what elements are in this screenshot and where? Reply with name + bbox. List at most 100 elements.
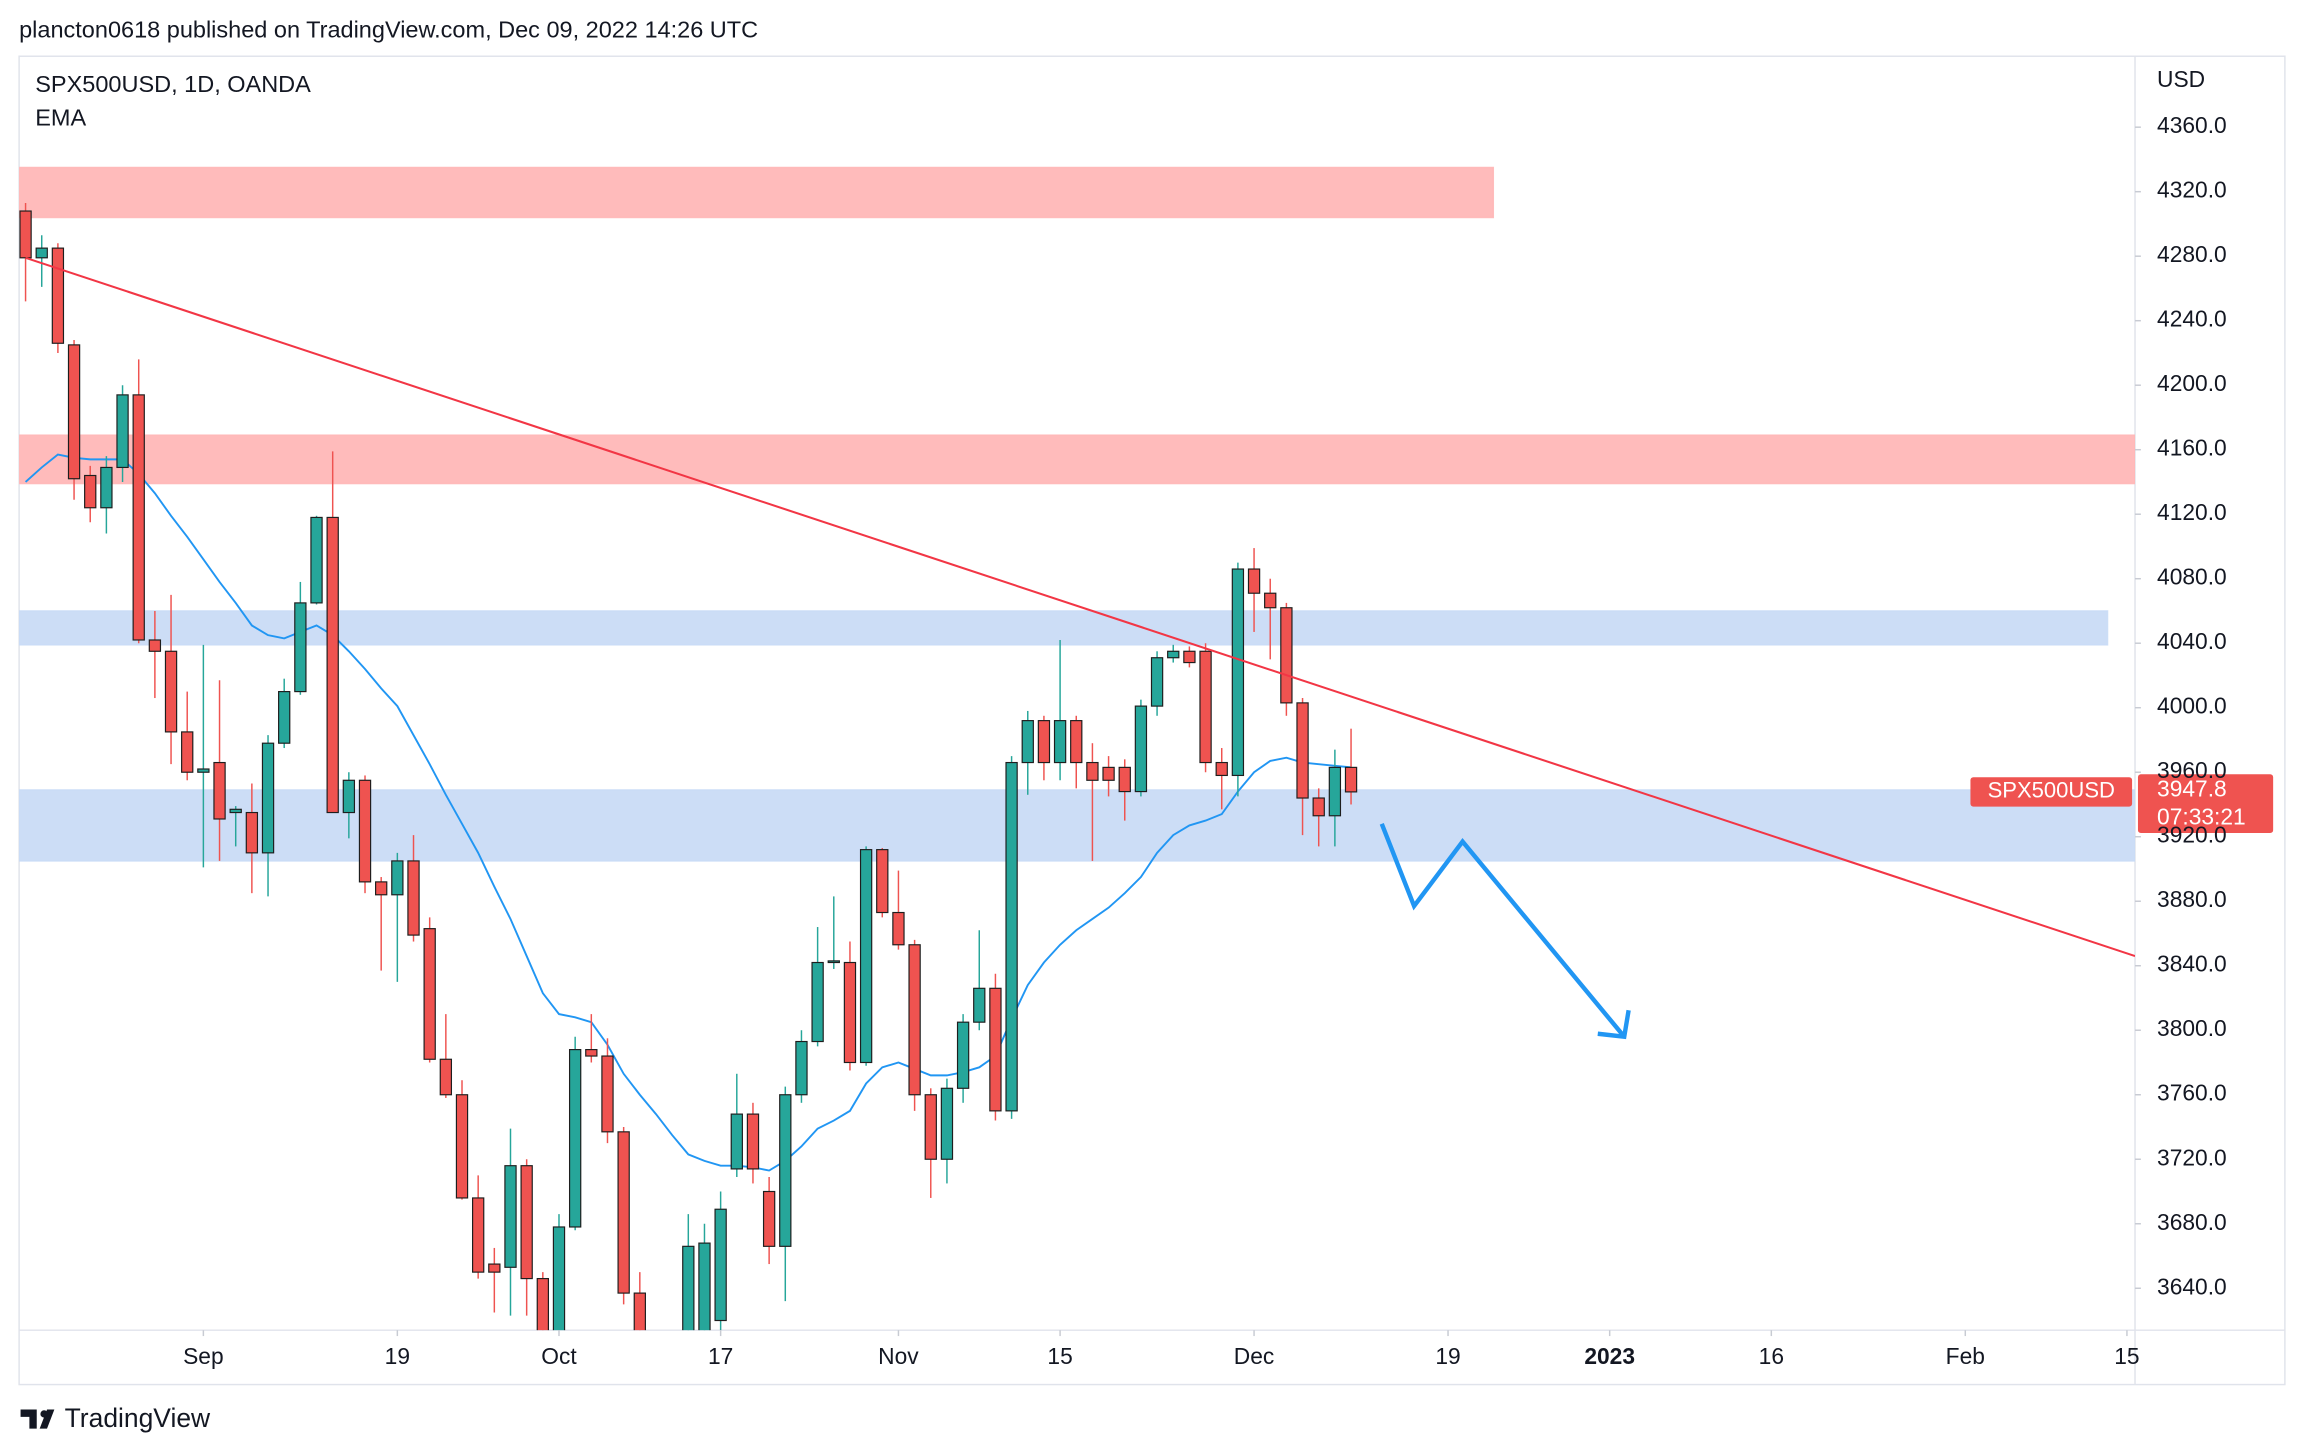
y-tick-label: 3680.0 [2157, 1209, 2227, 1235]
logo-text: TradingView [65, 1403, 211, 1433]
candle-body [148, 639, 162, 652]
y-tick-label: 4240.0 [2157, 306, 2227, 332]
candle-body [342, 779, 356, 814]
y-tick-label: 4000.0 [2157, 693, 2227, 719]
x-tick-label: Oct [541, 1343, 577, 1369]
candle-body [1005, 761, 1018, 1112]
x-tick-label: Sep [183, 1343, 224, 1369]
candle-body [989, 987, 1002, 1112]
candle-body [843, 961, 857, 1064]
candle-body [35, 247, 48, 259]
candle-body [1037, 720, 1051, 764]
candle-body [1328, 766, 1342, 817]
candle-body [84, 474, 97, 509]
candle-body [633, 1292, 646, 1331]
candle-body [536, 1277, 549, 1331]
chart-frame [18, 55, 2286, 1386]
candle-body [407, 860, 420, 936]
zone [19, 434, 2136, 485]
logo-icon [20, 1409, 55, 1429]
candle-body [471, 1197, 485, 1273]
x-tick-label: Dec [1234, 1343, 1275, 1369]
candle-body [504, 1165, 517, 1268]
candle-body [568, 1049, 582, 1228]
logo-dot [40, 1410, 48, 1418]
candle-body [1070, 720, 1083, 764]
y-tick-label: 3720.0 [2157, 1144, 2227, 1170]
x-tick-label: 15 [2114, 1343, 2139, 1369]
x-tick-label: 17 [708, 1343, 733, 1369]
y-tick-label: 4320.0 [2157, 177, 2227, 203]
candle-body [1247, 568, 1261, 594]
candle-body [1086, 761, 1099, 781]
candle-body [617, 1131, 630, 1294]
candle-body [1102, 766, 1115, 781]
symbol-tag-bg [1970, 777, 2133, 807]
y-tick-label: 3640.0 [2157, 1273, 2227, 1299]
candle-body [730, 1113, 743, 1170]
price-tag: 3947.8 [2157, 775, 2227, 801]
candle-body [1215, 761, 1228, 777]
candle-body [358, 779, 372, 883]
y-tick-label: 3760.0 [2157, 1080, 2227, 1106]
zone [19, 610, 2109, 646]
candle-body [261, 742, 275, 854]
x-tick-label: 15 [1047, 1343, 1072, 1369]
candle-body [779, 1094, 792, 1247]
x-tick-label: 2023 [1584, 1343, 1635, 1369]
candle-body [229, 808, 242, 814]
candle-body [762, 1190, 776, 1247]
candle-body [213, 761, 226, 820]
y-tick-label: 4200.0 [2157, 370, 2227, 396]
candle-body [455, 1094, 469, 1199]
candle-body [924, 1094, 937, 1160]
projection-path [1379, 823, 1626, 1039]
candle-body [650, 1361, 661, 1385]
candle-body [1118, 766, 1131, 793]
candle-body [326, 516, 339, 814]
y-tick-label: 4080.0 [2157, 564, 2227, 590]
candle-body [1134, 705, 1148, 793]
candle-body [181, 731, 194, 773]
candle-body [1150, 657, 1164, 707]
candle-body [164, 650, 178, 733]
candle-body [1296, 702, 1309, 799]
y-tick-label: 3920.0 [2157, 822, 2227, 848]
candle-body [908, 944, 921, 1096]
y-tick-label: 3880.0 [2157, 886, 2227, 912]
x-tick-label: 16 [1759, 1343, 1784, 1369]
candle-body [859, 849, 873, 1064]
candle-body [746, 1113, 760, 1170]
candle-body [585, 1049, 598, 1057]
candle-body [714, 1208, 727, 1322]
candle-body [892, 911, 905, 946]
candle-body [278, 691, 291, 744]
candle-body [1280, 607, 1293, 704]
currency-label: USD [2157, 66, 2205, 92]
candle-body [197, 768, 210, 773]
candle-body [956, 1021, 970, 1089]
countdown: 07:33:21 [2157, 803, 2246, 829]
candle-body [1021, 720, 1034, 764]
candle-body [601, 1055, 614, 1133]
candle-body [667, 1385, 678, 1393]
ema-line [24, 453, 1352, 1172]
candle-body [682, 1245, 695, 1331]
candle-body [310, 516, 323, 604]
indicator-name: EMA [35, 105, 86, 131]
symbol-title: SPX500USD, 1D, OANDA [35, 71, 311, 97]
y-tick-label: 4360.0 [2157, 112, 2227, 138]
y-tick-label: 4040.0 [2157, 628, 2227, 654]
candle-body [1199, 650, 1212, 764]
zone [19, 789, 2136, 862]
candle-body [876, 849, 889, 914]
publish-header: plancton0618 published on TradingView.co… [19, 16, 758, 42]
trendline [25, 256, 2136, 958]
plot-area [19, 166, 2136, 1393]
y-tick-label: 4160.0 [2157, 435, 2227, 461]
overlay: SPX500USD 3947.807:33:21 [1970, 774, 2274, 834]
candle-body [100, 466, 113, 509]
candle-body [552, 1226, 566, 1331]
